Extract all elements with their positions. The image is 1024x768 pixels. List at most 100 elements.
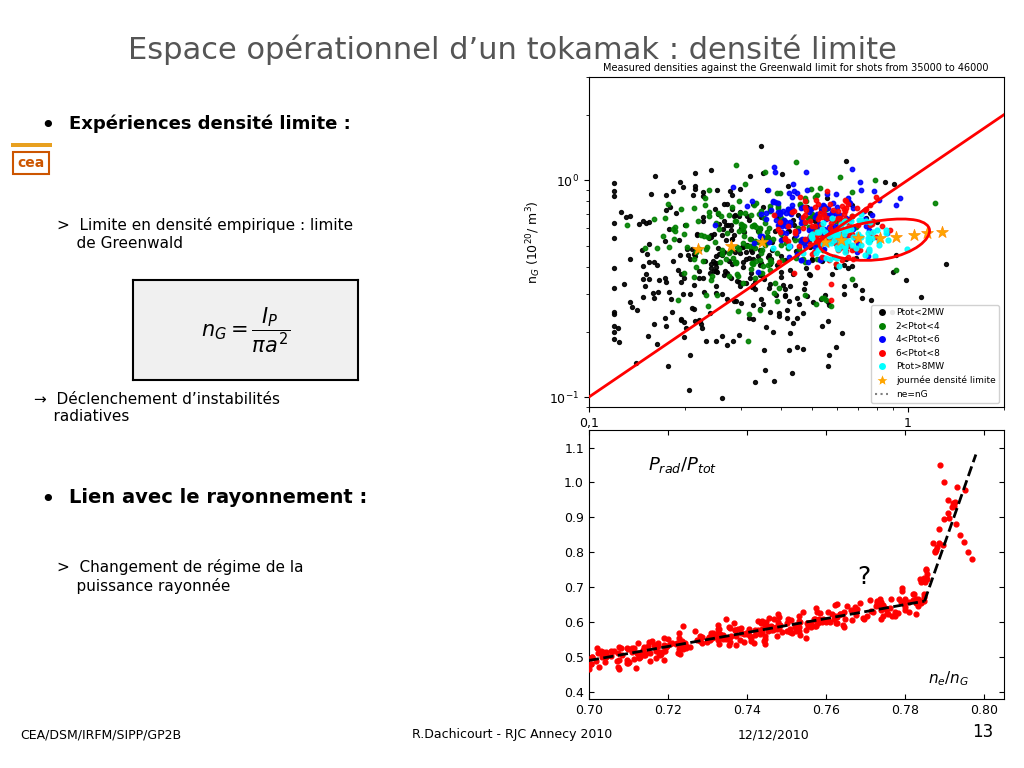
Point [783, 627, 800, 639]
Point [802, 215, 818, 227]
Point [694, 190, 711, 203]
Point [677, 219, 693, 231]
Point [659, 633, 676, 645]
Point [826, 231, 843, 243]
Point [676, 267, 692, 280]
Point [853, 283, 869, 296]
Point [634, 644, 650, 657]
Point [624, 300, 640, 313]
Point [852, 597, 868, 609]
Point [798, 288, 814, 300]
Point [637, 242, 653, 254]
Point [781, 263, 798, 276]
Point [713, 247, 729, 259]
Point [872, 613, 889, 625]
Point [787, 624, 804, 637]
Point [762, 263, 778, 276]
Point [784, 205, 801, 217]
Point [820, 296, 837, 309]
Point [884, 306, 900, 318]
Point [628, 357, 644, 369]
Point [754, 244, 770, 257]
Point [677, 637, 693, 650]
Point [857, 214, 873, 227]
Point [808, 602, 824, 614]
Point [846, 243, 862, 255]
Point [806, 613, 822, 625]
Point [735, 256, 752, 268]
Point [848, 609, 864, 621]
Y-axis label: n$_G$ (10$^{20}$/ m$^3$): n$_G$ (10$^{20}$/ m$^3$) [524, 200, 544, 284]
Point [818, 294, 835, 306]
Point [808, 233, 824, 245]
Point [731, 225, 748, 237]
Point [825, 613, 842, 625]
Point [864, 217, 881, 230]
Point [702, 274, 719, 286]
Point [703, 627, 720, 640]
Point [828, 201, 845, 214]
Point [647, 170, 664, 182]
Point [752, 269, 768, 281]
Point [650, 274, 667, 286]
Point [802, 240, 818, 253]
Point [638, 647, 654, 660]
Point [850, 238, 866, 250]
Point [711, 247, 727, 260]
Point [818, 212, 835, 224]
Point [713, 210, 729, 222]
Point [879, 227, 895, 239]
Point [912, 573, 929, 585]
Point [692, 314, 709, 326]
Point [795, 222, 811, 234]
Point [791, 243, 807, 255]
Point [862, 234, 879, 247]
Point [826, 231, 843, 243]
Point [730, 306, 746, 318]
Point [741, 214, 758, 227]
Point [822, 230, 839, 242]
Point [641, 216, 657, 228]
Point [827, 257, 844, 270]
Point [652, 649, 669, 661]
Point [817, 289, 834, 301]
Text: Expériences densité limite :: Expériences densité limite : [69, 114, 350, 133]
Point [919, 227, 935, 240]
Point [657, 276, 674, 288]
Point [795, 211, 811, 223]
Point [847, 279, 863, 291]
Point [784, 214, 801, 226]
Text: >  Limite en densité empirique : limite
    de Greenwald: > Limite en densité empirique : limite d… [57, 217, 353, 251]
Point [867, 231, 884, 243]
Point [641, 273, 657, 286]
Point [702, 257, 719, 270]
Point [807, 220, 823, 233]
Point [708, 257, 724, 269]
Point [888, 263, 904, 276]
Point [646, 256, 663, 268]
Point [641, 256, 657, 268]
Point [802, 212, 818, 224]
Point [844, 163, 860, 175]
Point [773, 227, 790, 240]
Point [779, 303, 796, 316]
Point [772, 206, 788, 218]
Point [820, 300, 837, 312]
Point [660, 223, 677, 235]
Point [843, 223, 859, 235]
Point [691, 634, 708, 647]
Point [821, 209, 838, 221]
Point [742, 632, 759, 644]
Point [918, 563, 934, 575]
Point [727, 624, 743, 636]
Point [919, 568, 935, 581]
Point [814, 227, 830, 240]
Point [826, 207, 843, 219]
Point [746, 276, 763, 288]
Point [873, 596, 890, 608]
Point [707, 203, 723, 215]
Point [781, 295, 798, 307]
Point [787, 233, 804, 246]
Point [606, 319, 623, 332]
Point [656, 212, 673, 224]
